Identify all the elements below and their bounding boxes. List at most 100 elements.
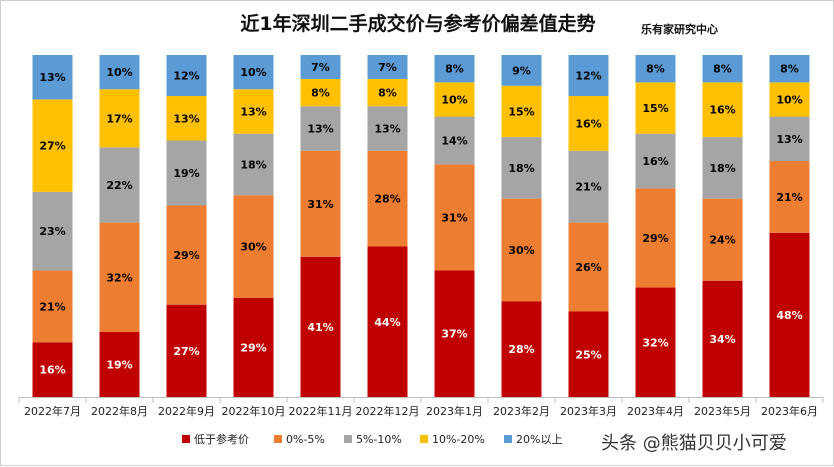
bar-segment: [166, 205, 207, 305]
bar-segment: [367, 246, 408, 397]
data-label: 28%: [374, 193, 400, 206]
bar-segment: [434, 164, 475, 271]
bar-segment: [233, 55, 274, 90]
bar-segment: [233, 297, 274, 397]
chart-title: 近1年深圳二手成交价与参考价偏差值走势: [240, 13, 596, 35]
bar-segment: [769, 232, 810, 397]
data-label: 32%: [642, 336, 668, 349]
bar-segment: [166, 304, 207, 397]
data-label: 13%: [307, 123, 333, 136]
data-label: 32%: [106, 271, 132, 284]
data-label: 14%: [441, 135, 467, 148]
legend-label: 10%-20%: [432, 433, 485, 446]
data-label: 15%: [642, 102, 668, 115]
data-label: 12%: [173, 70, 199, 83]
bar-segment: [434, 270, 475, 397]
data-label: 21%: [39, 300, 65, 313]
data-label: 10%: [441, 93, 467, 106]
data-label: 8%: [311, 87, 330, 100]
data-label: 9%: [512, 64, 531, 77]
bar-segment: [99, 332, 140, 397]
bar-segment: [99, 222, 140, 333]
x-tick-label: 2022年7月: [24, 404, 81, 418]
bar-segment: [501, 55, 542, 86]
bar-segment: [233, 195, 274, 298]
legend-swatch: [182, 435, 190, 443]
bar-segment: [32, 99, 73, 192]
data-label: 48%: [776, 309, 802, 322]
data-label: 13%: [173, 112, 199, 125]
data-label: 26%: [575, 261, 601, 274]
data-label: 31%: [441, 211, 467, 224]
bar-segment: [32, 191, 73, 271]
x-tick-label: 2022年9月: [158, 404, 215, 418]
bar-segment: [32, 342, 73, 397]
bar-segment: [233, 133, 274, 196]
bar-segment: [702, 280, 743, 397]
x-tick-label: 2023年1月: [426, 404, 483, 418]
data-label: 8%: [646, 63, 665, 76]
data-label: 10%: [776, 93, 802, 106]
bar-segment: [635, 188, 676, 288]
legend-swatch: [504, 435, 512, 443]
bar-segment: [300, 256, 341, 397]
data-label: 13%: [39, 71, 65, 84]
bar-segment: [702, 198, 743, 281]
data-label: 13%: [240, 105, 266, 118]
bar-segment: [300, 150, 341, 257]
credit-watermark: 头条 @熊猫贝贝小可爱: [601, 433, 787, 454]
bar-segment: [702, 55, 743, 83]
data-label: 16%: [642, 155, 668, 168]
legend-label: 5%-10%: [356, 433, 402, 446]
data-label: 27%: [173, 345, 199, 358]
data-label: 30%: [240, 241, 266, 254]
data-label: 8%: [445, 63, 464, 76]
data-label: 30%: [508, 244, 534, 257]
data-label: 44%: [374, 316, 400, 329]
bar-segment: [166, 55, 207, 97]
source-label: 乐有家研究中心: [641, 23, 718, 36]
bar-segment: [568, 150, 609, 223]
legend-label: 0%-5%: [286, 433, 325, 446]
data-label: 16%: [39, 364, 65, 377]
data-label: 19%: [173, 167, 199, 180]
data-label: 21%: [575, 181, 601, 194]
bar-segment: [434, 116, 475, 165]
data-label: 29%: [173, 249, 199, 262]
bar-segment: [769, 116, 810, 162]
data-label: 10%: [240, 66, 266, 79]
bar-segment: [501, 301, 542, 397]
data-label: 22%: [106, 179, 132, 192]
bar-segment: [635, 133, 676, 189]
legend-swatch: [274, 435, 282, 443]
bar-segment: [568, 55, 609, 97]
data-label: 29%: [642, 232, 668, 245]
data-label: 41%: [307, 321, 333, 334]
data-label: 18%: [508, 162, 534, 175]
legend-label: 低于参考价: [194, 432, 249, 446]
data-label: 7%: [311, 61, 330, 74]
x-tick-label: 2023年3月: [560, 404, 617, 418]
data-label: 18%: [240, 158, 266, 171]
data-label: 19%: [106, 359, 132, 372]
bar-segment: [568, 311, 609, 397]
bar-segment: [702, 82, 743, 138]
data-label: 17%: [106, 112, 132, 125]
x-tick-label: 2022年8月: [91, 404, 148, 418]
bar-segment: [501, 137, 542, 199]
bar-segment: [99, 89, 140, 148]
x-tick-label: 2023年4月: [627, 404, 684, 418]
data-label: 28%: [508, 343, 534, 356]
data-label: 12%: [575, 70, 601, 83]
data-label: 10%: [106, 66, 132, 79]
x-tick-label: 2023年5月: [694, 404, 751, 418]
data-label: 21%: [776, 191, 802, 204]
bar-segment: [635, 82, 676, 134]
data-label: 13%: [776, 133, 802, 146]
x-tick-label: 2023年6月: [761, 404, 818, 418]
data-label: 8%: [780, 63, 799, 76]
bar-segment: [769, 161, 810, 233]
data-label: 27%: [39, 140, 65, 153]
bar-segment: [635, 55, 676, 83]
